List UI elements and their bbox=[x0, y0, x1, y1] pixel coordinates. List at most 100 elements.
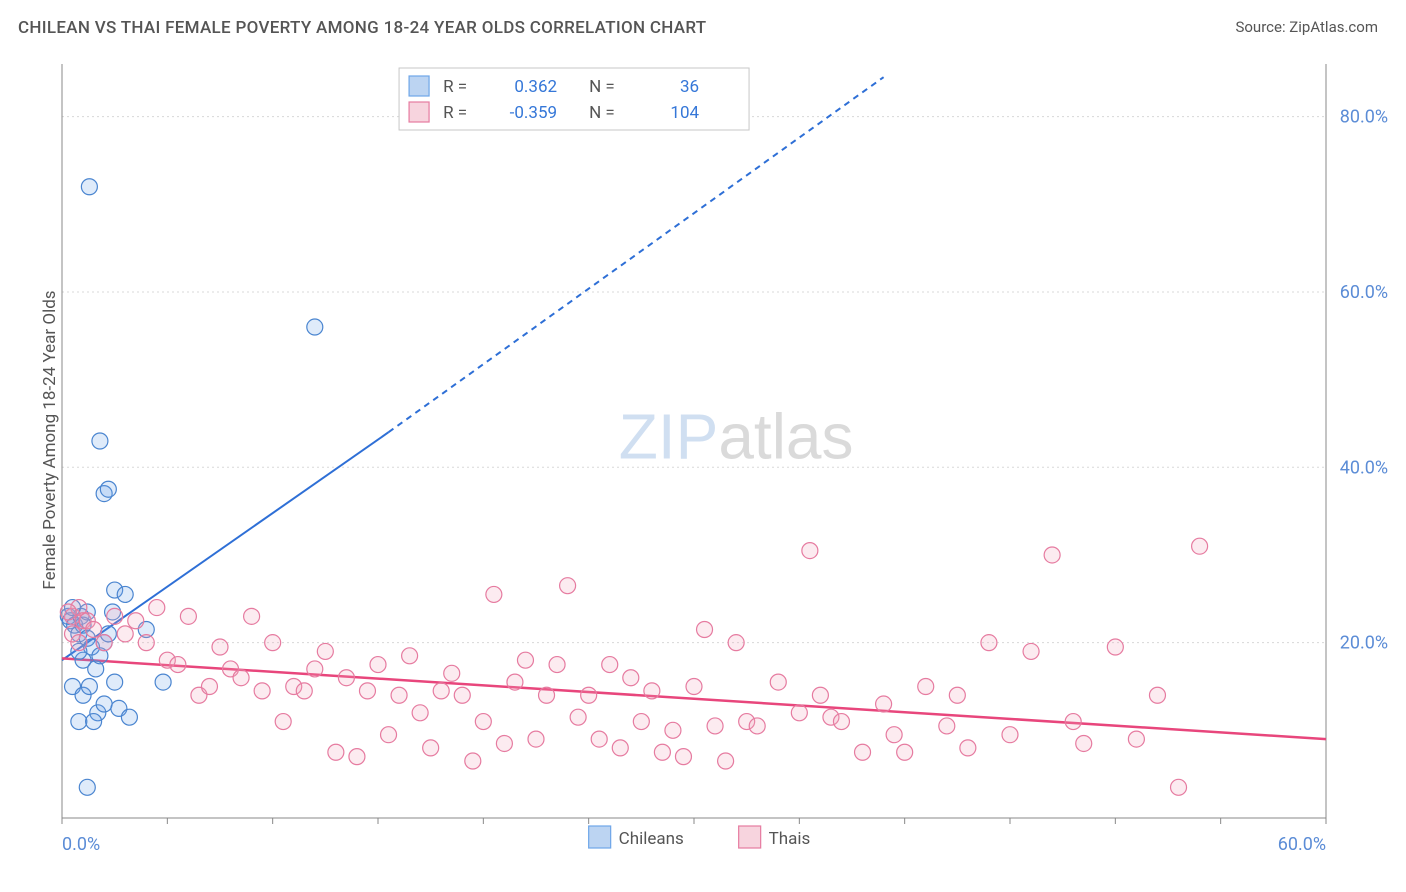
data-point bbox=[686, 678, 702, 694]
data-point bbox=[591, 731, 607, 747]
data-point bbox=[812, 687, 828, 703]
stats-r-label: R = bbox=[443, 103, 467, 123]
data-point bbox=[128, 613, 144, 629]
data-point bbox=[697, 622, 713, 638]
data-point bbox=[897, 744, 913, 760]
data-point bbox=[423, 740, 439, 756]
data-point bbox=[92, 433, 108, 449]
data-point bbox=[349, 749, 365, 765]
legend-swatch bbox=[739, 826, 761, 848]
watermark: ZIPatlas bbox=[619, 401, 854, 473]
data-point bbox=[307, 661, 323, 677]
x-tick-label: 0.0% bbox=[62, 834, 100, 855]
y-axis-label: Female Poverty Among 18-24 Year Olds bbox=[40, 240, 60, 640]
data-point bbox=[402, 648, 418, 664]
data-point bbox=[539, 687, 555, 703]
data-point bbox=[633, 714, 649, 730]
stats-n-value: 36 bbox=[680, 77, 699, 97]
data-point bbox=[960, 740, 976, 756]
data-point bbox=[507, 674, 523, 690]
data-point bbox=[81, 179, 97, 195]
legend-label: Thais bbox=[769, 829, 811, 849]
data-point bbox=[155, 674, 171, 690]
data-point bbox=[707, 718, 723, 734]
data-point bbox=[612, 740, 628, 756]
stats-r-label: R = bbox=[443, 77, 467, 97]
data-point bbox=[886, 727, 902, 743]
data-point bbox=[81, 678, 97, 694]
y-tick-label: 20.0% bbox=[1340, 633, 1388, 654]
data-point bbox=[71, 635, 87, 651]
data-point bbox=[749, 718, 765, 734]
data-point bbox=[117, 586, 133, 602]
data-point bbox=[79, 779, 95, 795]
data-point bbox=[138, 635, 154, 651]
data-point bbox=[96, 635, 112, 651]
data-point bbox=[675, 749, 691, 765]
stats-r-value: 0.362 bbox=[514, 77, 557, 97]
data-point bbox=[86, 714, 102, 730]
data-point bbox=[770, 674, 786, 690]
data-point bbox=[1149, 687, 1165, 703]
data-point bbox=[71, 714, 87, 730]
data-point bbox=[791, 705, 807, 721]
data-point bbox=[1107, 639, 1123, 655]
data-point bbox=[244, 608, 260, 624]
data-point bbox=[1128, 731, 1144, 747]
data-point bbox=[528, 731, 544, 747]
data-point bbox=[370, 657, 386, 673]
data-point bbox=[254, 683, 270, 699]
data-point bbox=[86, 622, 102, 638]
x-tick-label: 60.0% bbox=[1278, 834, 1326, 855]
data-point bbox=[317, 643, 333, 659]
data-point bbox=[802, 543, 818, 559]
chart-container: ZIPatlas0.0%60.0%20.0%40.0%60.0%80.0%R =… bbox=[44, 60, 1396, 882]
data-point bbox=[180, 608, 196, 624]
y-tick-label: 80.0% bbox=[1340, 107, 1388, 128]
data-point bbox=[1171, 779, 1187, 795]
data-point bbox=[602, 657, 618, 673]
stats-n-label: N = bbox=[589, 103, 615, 123]
data-point bbox=[307, 319, 323, 335]
data-point bbox=[833, 714, 849, 730]
data-point bbox=[728, 635, 744, 651]
stats-n-value: 104 bbox=[670, 103, 699, 123]
data-point bbox=[718, 753, 734, 769]
data-point bbox=[454, 687, 470, 703]
data-point bbox=[855, 744, 871, 760]
regression-line bbox=[62, 658, 1326, 739]
data-point bbox=[1023, 643, 1039, 659]
data-point bbox=[465, 753, 481, 769]
data-point bbox=[381, 727, 397, 743]
data-point bbox=[444, 665, 460, 681]
data-point bbox=[1076, 735, 1092, 751]
data-point bbox=[581, 687, 597, 703]
legend-swatch bbox=[409, 76, 429, 96]
data-point bbox=[517, 652, 533, 668]
legend-swatch bbox=[409, 102, 429, 122]
data-point bbox=[475, 714, 491, 730]
stats-r-value: -0.359 bbox=[510, 103, 557, 123]
stats-box: R =0.362N =36R =-0.359N =104 bbox=[399, 68, 749, 130]
data-point bbox=[359, 683, 375, 699]
data-point bbox=[560, 578, 576, 594]
data-point bbox=[170, 657, 186, 673]
data-point bbox=[296, 683, 312, 699]
data-point bbox=[949, 687, 965, 703]
scatter-chart: ZIPatlas0.0%60.0%20.0%40.0%60.0%80.0%R =… bbox=[44, 60, 1396, 882]
data-point bbox=[486, 586, 502, 602]
chart-source: Source: ZipAtlas.com bbox=[1235, 18, 1378, 36]
data-point bbox=[338, 670, 354, 686]
data-point bbox=[121, 709, 137, 725]
data-point bbox=[96, 696, 112, 712]
data-point bbox=[939, 718, 955, 734]
data-point bbox=[275, 714, 291, 730]
data-point bbox=[201, 678, 217, 694]
data-point bbox=[918, 678, 934, 694]
y-tick-label: 40.0% bbox=[1340, 457, 1388, 478]
data-point bbox=[117, 626, 133, 642]
data-point bbox=[549, 657, 565, 673]
data-point bbox=[876, 696, 892, 712]
data-point bbox=[1065, 714, 1081, 730]
data-point bbox=[149, 600, 165, 616]
